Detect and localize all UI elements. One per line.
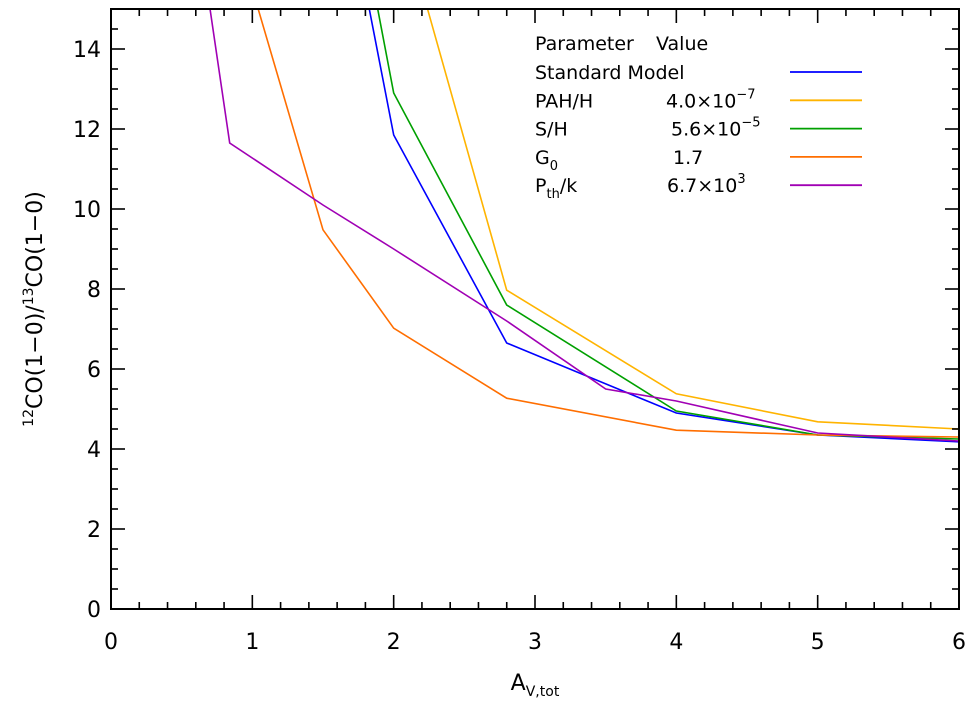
series-line-1 [426, 9, 959, 430]
legend-label-0: Standard Model [535, 62, 685, 84]
y-axis-label-sup2: 13 [21, 287, 37, 305]
y-tick-label: 0 [87, 598, 101, 623]
legend-header-param: Parameter [535, 33, 634, 55]
x-tick-label: 5 [811, 630, 825, 655]
legend-label-2: S/H [535, 119, 568, 141]
x-tick-label: 4 [669, 630, 683, 655]
x-axis-label-sub: V,tot [526, 684, 560, 700]
y-tick-label: 8 [87, 278, 101, 303]
y-axis-label: 12CO(1−0)/13CO(1−0) [21, 191, 48, 427]
y-tick-label: 10 [73, 198, 101, 223]
legend-value-2: 5.6×10−5 [671, 116, 761, 141]
y-axis-label-main2: CO(1−0) [23, 191, 48, 287]
legend: Parameter Value Standard Model PAH/H 4.0×1… [535, 33, 862, 202]
y-axis-label-sup1: 12 [21, 409, 37, 427]
x-tick-label: 2 [387, 630, 401, 655]
series-line-3 [257, 9, 959, 438]
y-tick-label: 4 [87, 438, 101, 463]
y-tick-label: 2 [87, 518, 101, 543]
x-tick-label: 1 [245, 630, 259, 655]
y-tick-label: 14 [73, 38, 101, 63]
legend-header-value: Value [656, 33, 708, 55]
series-layer [209, 9, 959, 443]
legend-value-3: 1.7 [673, 147, 703, 169]
y-tick-label: 6 [87, 358, 101, 383]
x-tick-label: 6 [952, 630, 966, 655]
x-axis-label: AV,tot [511, 671, 560, 700]
ticks-layer [110, 8, 960, 610]
x-tick-label: 3 [528, 630, 542, 655]
legend-value-4: 6.7×103 [667, 172, 746, 197]
y-tick-label: 12 [73, 118, 101, 143]
x-axis-label-main: A [511, 671, 526, 696]
series-line-4 [209, 9, 959, 442]
y-axis-label-main1: CO(1−0)/ [23, 305, 48, 409]
legend-label-1: PAH/H [535, 90, 593, 112]
legend-value-1: 4.0×10−7 [666, 87, 756, 112]
x-tick-label: 0 [104, 630, 118, 655]
legend-label-3: G0 [535, 147, 558, 174]
legend-label-4: Pth/k [535, 175, 577, 202]
